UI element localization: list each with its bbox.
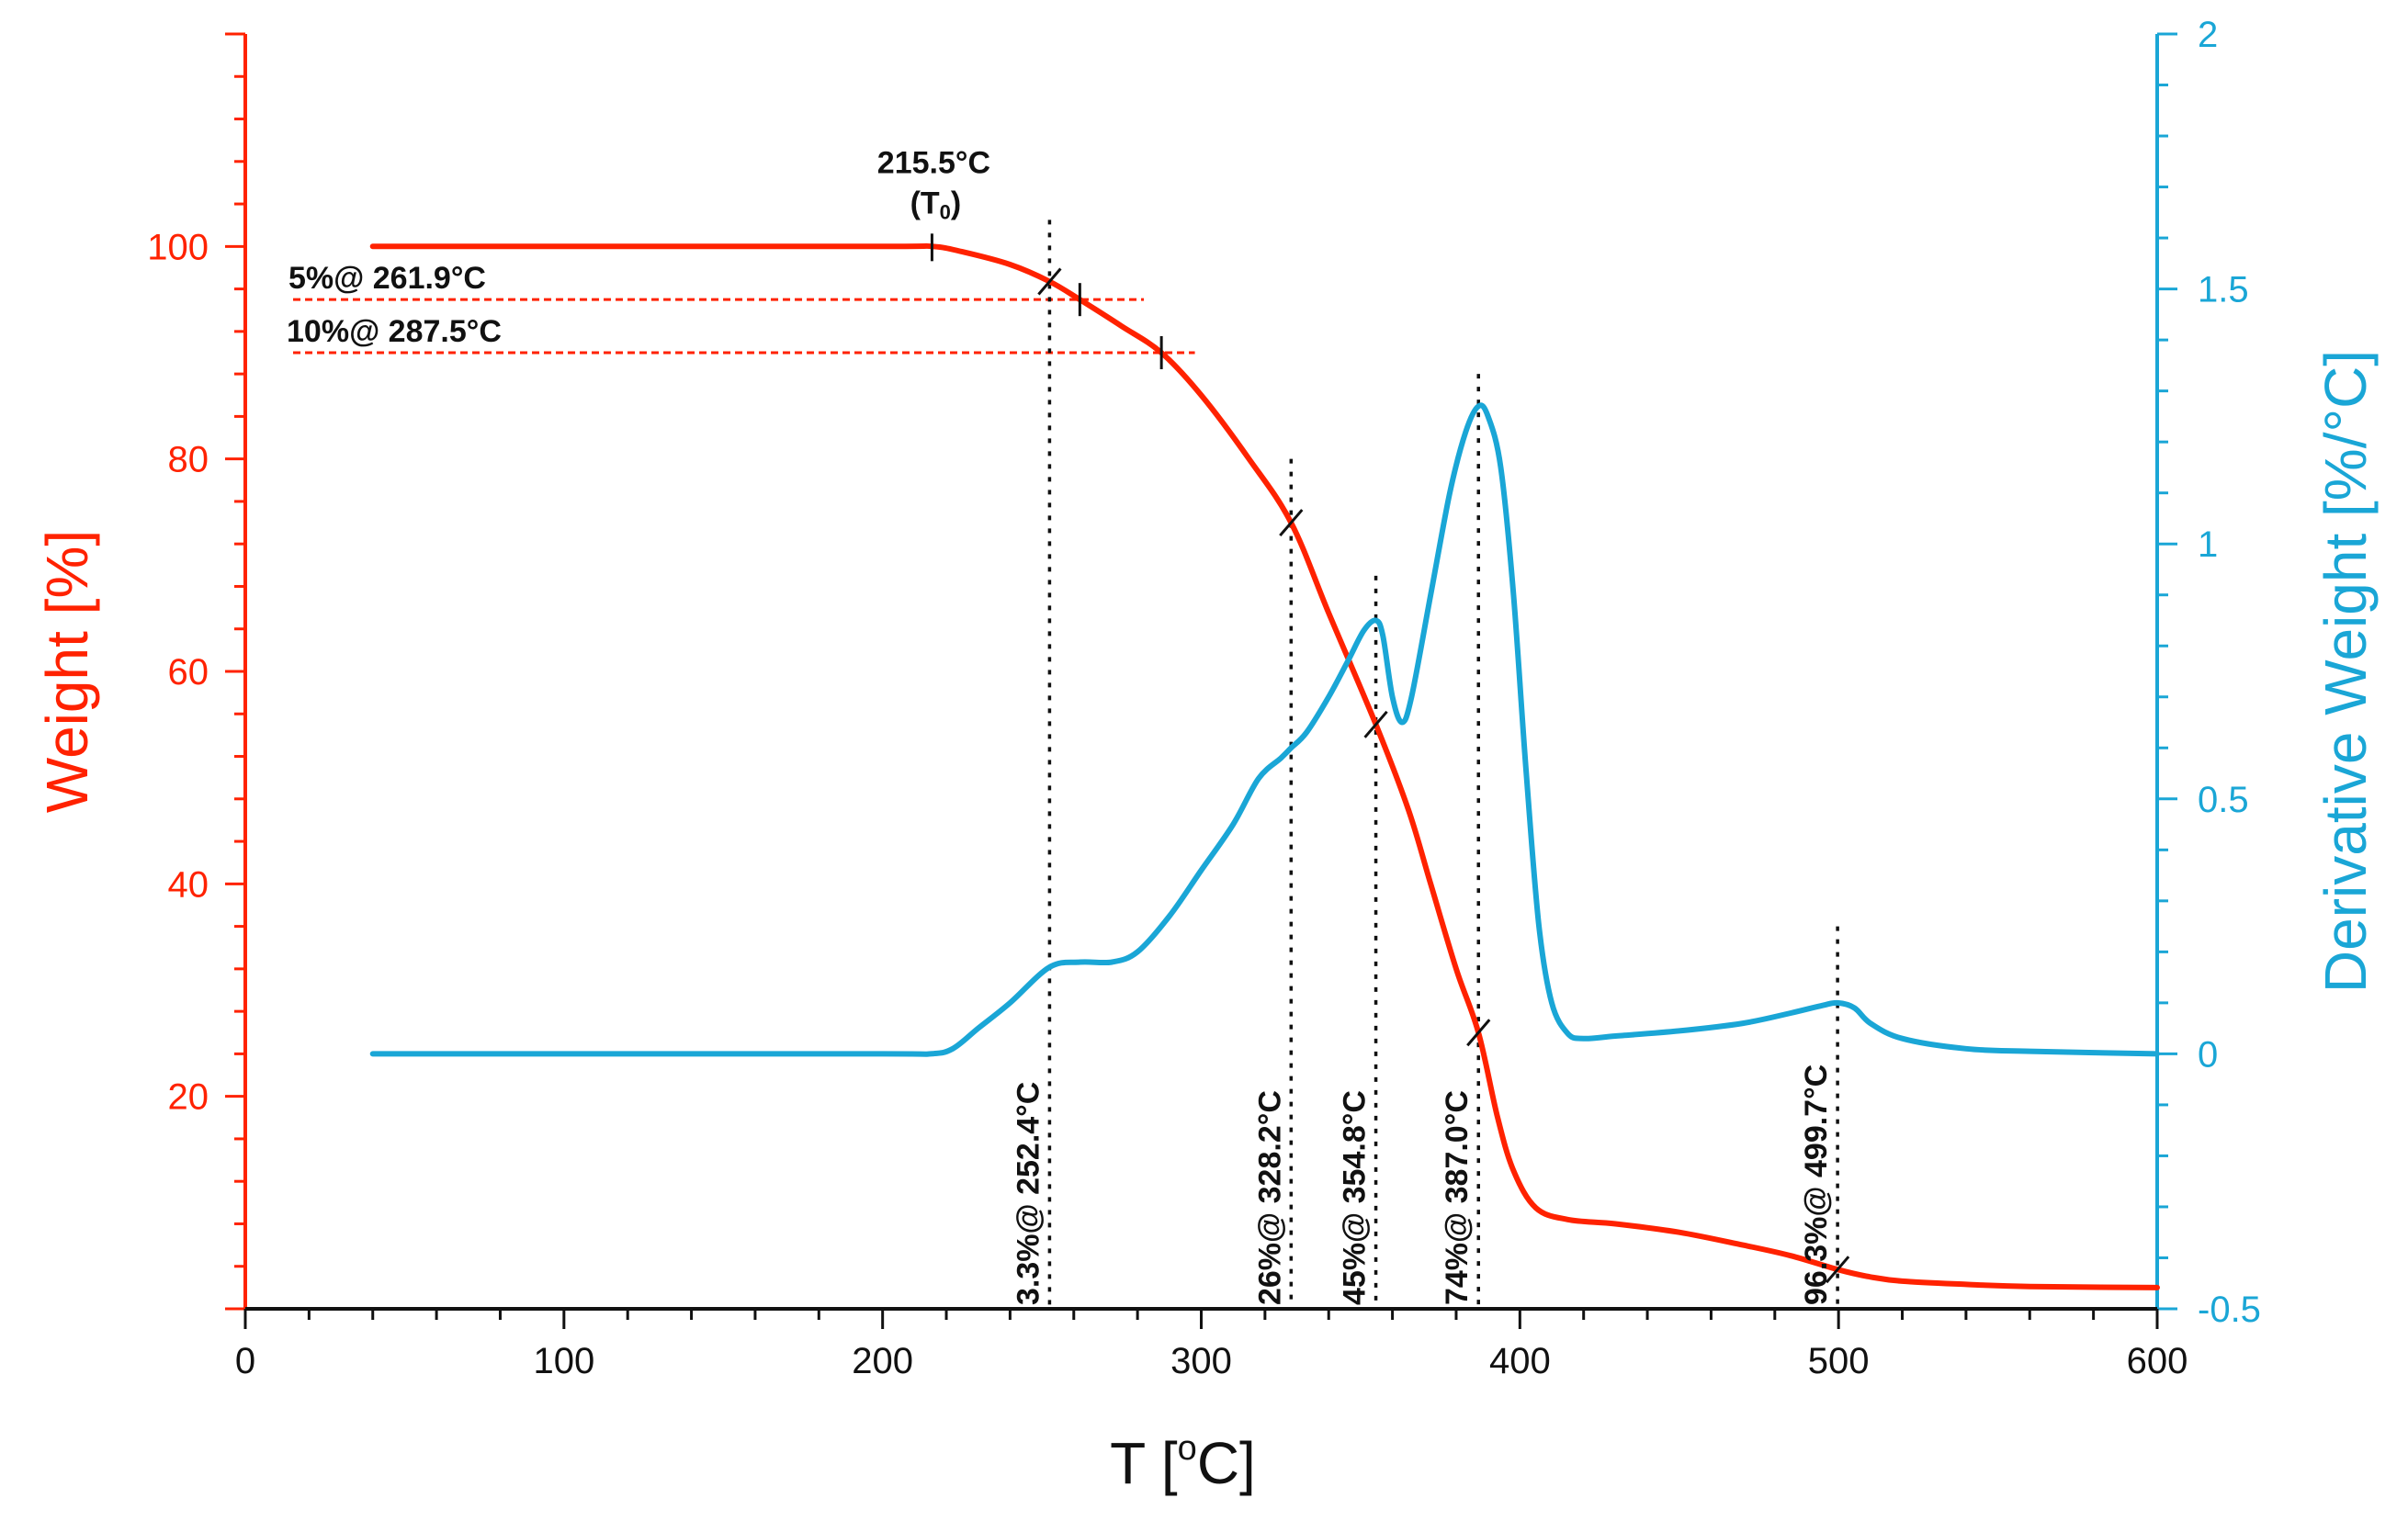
left-y-ticks: 20 40 60 80 100	[147, 32, 245, 1311]
derivative-series-line	[369, 402, 2160, 1057]
weight-curve-slash-mark	[1279, 509, 1304, 537]
x-axis-title-degree: o	[1178, 1429, 1197, 1468]
right-tick-label: 1.5	[2198, 270, 2249, 310]
weight-series-line	[369, 242, 2160, 1290]
right-y-ticks: -0.5 0 0.5 1 1.5 2	[2157, 15, 2261, 1330]
right-tick-label: 1	[2198, 524, 2218, 565]
annotation-10pct-label: 10%@ 287.5°C	[287, 314, 502, 349]
annotation-vertical-label: 45%@ 354.8°C	[1338, 1090, 1373, 1305]
left-y-axis-title: Weight [%]	[34, 530, 100, 813]
left-tick-label: 80	[168, 440, 209, 480]
onset-symbol-label: (T0)	[910, 186, 962, 223]
weight-curve-slash-mark	[1037, 267, 1062, 296]
right-tick-label: 2	[2198, 15, 2218, 55]
x-ticks: 0 100 200 300 400 500 600	[235, 1309, 2188, 1381]
left-tick-label: 100	[147, 227, 209, 267]
annotation-lines	[293, 220, 1839, 1309]
annotation-marks	[930, 233, 1850, 1284]
onset-symbol-open: (T	[910, 186, 940, 220]
onset-temperature-label: 215.5°C	[877, 145, 990, 180]
right-tick-label: 0	[2198, 1034, 2218, 1075]
weight-curve-slash-mark	[1466, 1019, 1491, 1047]
right-tick-label: 0.5	[2198, 780, 2249, 820]
onset-symbol-close: )	[951, 186, 961, 220]
weight-curve-slash-mark	[1363, 710, 1388, 738]
x-tick-label: 600	[2127, 1341, 2188, 1381]
right-y-axis-title: Derivative Weight [%/°C]	[2312, 350, 2379, 993]
annotation-vertical-label: 74%@ 387.0°C	[1440, 1090, 1475, 1305]
onset-symbol-index: 0	[940, 200, 951, 223]
left-tick-label: 60	[168, 652, 209, 693]
right-tick-label: -0.5	[2198, 1290, 2261, 1330]
annotation-vertical-label: 96.3%@ 499.7°C	[1799, 1065, 1834, 1305]
x-tick-label: 100	[533, 1341, 594, 1381]
left-tick-label: 20	[168, 1077, 209, 1118]
x-tick-label: 0	[235, 1341, 255, 1381]
x-tick-label: 400	[1489, 1341, 1551, 1381]
annotation-vertical-label: 3.3%@ 252.4°C	[1011, 1082, 1046, 1305]
x-axis-title-main: T [	[1110, 1430, 1178, 1496]
left-tick-label: 40	[168, 864, 209, 905]
weight-curve-slash-mark	[1825, 1256, 1850, 1284]
annotation-5pct-label: 5%@ 261.9°C	[288, 261, 486, 296]
x-tick-label: 300	[1170, 1341, 1232, 1381]
x-axis-title: T [oC]	[1110, 1429, 1256, 1496]
annotation-vertical-label: 26%@ 328.2°C	[1252, 1090, 1287, 1305]
x-tick-label: 200	[852, 1341, 913, 1381]
x-tick-label: 500	[1808, 1341, 1870, 1381]
x-axis-title-unit: C]	[1197, 1430, 1256, 1496]
